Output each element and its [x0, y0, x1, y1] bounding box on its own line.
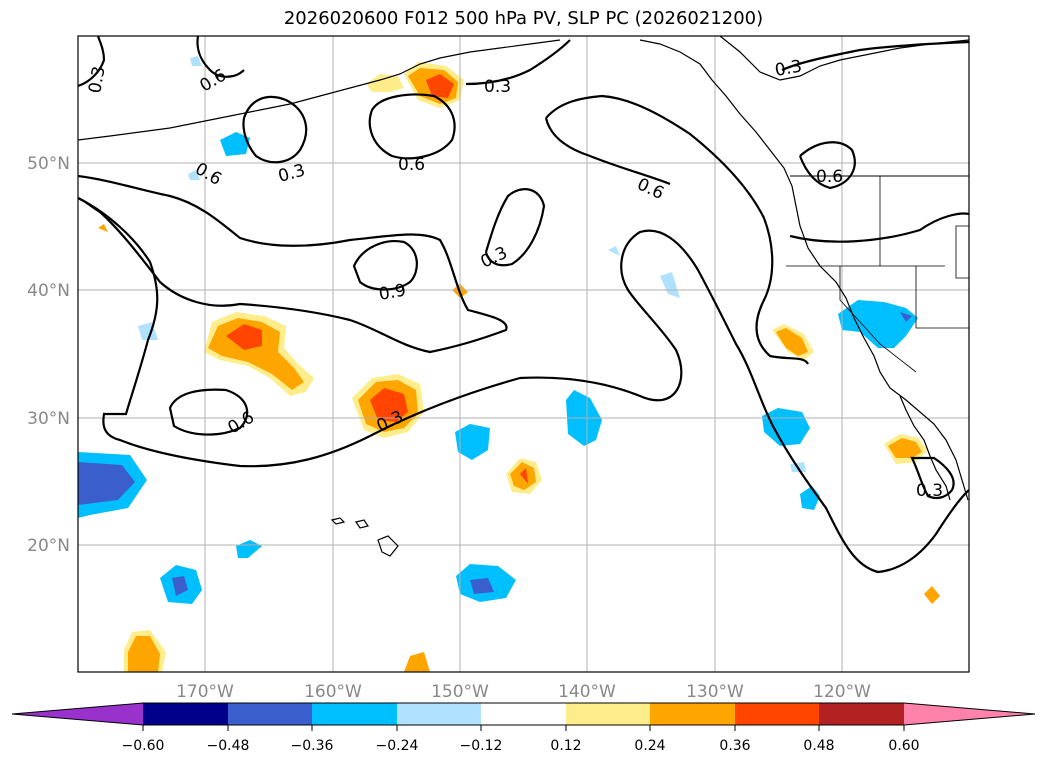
colorbar-tick-label: 0.48 [803, 738, 834, 754]
colorbar-segment [819, 703, 904, 725]
map-gridlines [78, 36, 969, 672]
colorbar: −0.60 −0.48 −0.36 −0.24 −0.12 0.12 0.24 … [11, 702, 1036, 754]
contour-label: 0.3 [484, 77, 511, 97]
colorbar-tick-label: −0.60 [122, 738, 165, 754]
lat-tick-label: 20°N [27, 536, 70, 556]
colorbar-segment [312, 703, 397, 725]
colorbar-segment [397, 703, 481, 725]
lon-tick-label: 160°W [304, 682, 362, 702]
contour-label: 0.9 [377, 281, 407, 305]
colorbar-segment [566, 703, 650, 725]
lon-tick-label: 150°W [431, 682, 489, 702]
lat-axis-labels: 20°N 30°N 40°N 50°N [27, 154, 70, 556]
colorbar-tick-label: 0.36 [719, 738, 750, 754]
map-panel: 0.3 0.6 0.3 0.6 0.3 0.6 0.3 0.6 0.6 0.3 … [78, 36, 969, 672]
lon-tick-label: 130°W [686, 682, 744, 702]
colorbar-segment [481, 703, 566, 725]
map-title: 2026020600 F012 500 hPa PV, SLP PC (2026… [283, 8, 764, 29]
pv-negative-region [78, 56, 918, 604]
contour-label: 0.6 [398, 155, 425, 175]
colorbar-segment [650, 703, 735, 725]
lon-tick-label: 120°W [813, 682, 871, 702]
lon-axis-labels: 170°W 160°W 150°W 140°W 130°W 120°W [176, 682, 871, 702]
colorbar-segment [228, 703, 312, 725]
lat-tick-label: 30°N [27, 409, 70, 429]
coastlines [78, 36, 969, 557]
contour-label: 0.3 [916, 481, 943, 501]
colorbar-tick-label: −0.24 [376, 738, 419, 754]
colorbar-tick-label: 0.12 [550, 738, 581, 754]
colorbar-segment [143, 703, 228, 725]
colorbar-segment [735, 703, 819, 725]
colorbar-extend-low [12, 703, 143, 725]
colorbar-tick-label: −0.48 [207, 738, 250, 754]
lon-tick-label: 170°W [176, 682, 234, 702]
contour-label: 0.6 [816, 167, 843, 187]
slp-contours [78, 36, 969, 574]
pv-anomaly-shading [78, 56, 940, 672]
map-frame [77, 35, 970, 673]
contour-label: 0.3 [85, 65, 109, 95]
colorbar-tick-label: 0.60 [888, 738, 919, 754]
colorbar-tick-label: −0.12 [460, 738, 503, 754]
lon-tick-label: 140°W [558, 682, 616, 702]
colorbar-tick-label: −0.36 [291, 738, 334, 754]
pv-positive-region [98, 62, 940, 672]
lat-tick-label: 40°N [27, 281, 70, 301]
lat-tick-label: 50°N [27, 154, 70, 174]
colorbar-extend-high [904, 703, 1035, 725]
contour-labels: 0.3 0.6 0.3 0.6 0.3 0.6 0.3 0.6 0.6 0.3 … [85, 57, 943, 501]
colorbar-tick-label: 0.24 [634, 738, 665, 754]
contour-label: 0.3 [773, 57, 803, 81]
